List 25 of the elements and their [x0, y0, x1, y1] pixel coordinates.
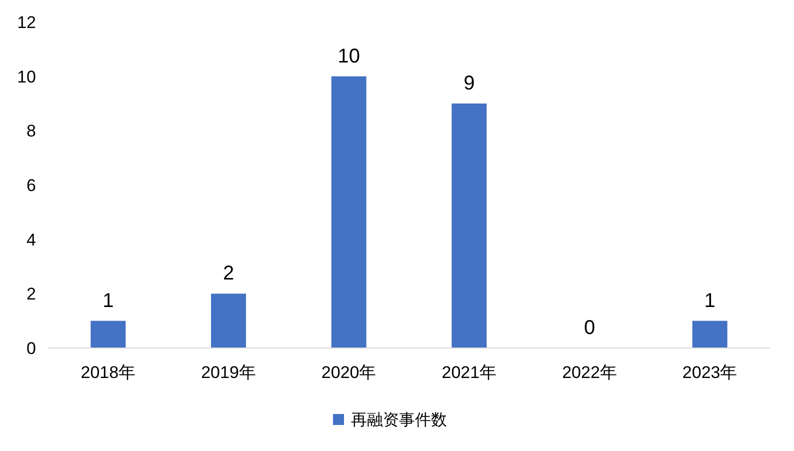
y-tick-label: 6: [26, 176, 36, 195]
x-tick-label: 2023年: [682, 363, 738, 382]
data-label: 1: [704, 290, 716, 312]
bar: [692, 320, 728, 348]
y-tick-label: 2: [26, 284, 36, 304]
y-tick-label: 0: [26, 339, 36, 358]
data-label: 2: [222, 262, 234, 285]
data-label: 1: [102, 290, 114, 312]
bar: [211, 294, 246, 348]
x-tick-label: 2022年: [562, 363, 617, 382]
data-label: 9: [464, 72, 475, 94]
x-tick-label: 2021年: [442, 363, 497, 382]
y-tick-label: 10: [17, 67, 36, 86]
bar: [452, 104, 487, 348]
data-label: 0: [584, 317, 596, 339]
data-label: 10: [338, 45, 360, 68]
bar: [90, 320, 126, 348]
y-tick-label: 12: [17, 13, 36, 32]
x-tick-label: 2019年: [201, 363, 256, 382]
bar: [331, 76, 366, 348]
y-tick-label: 8: [26, 122, 36, 141]
y-tick-label: 4: [26, 230, 36, 250]
legend-label: 再融资事件数: [351, 411, 447, 429]
x-tick-label: 2018年: [80, 363, 136, 382]
x-tick-label: 2020年: [321, 363, 376, 382]
